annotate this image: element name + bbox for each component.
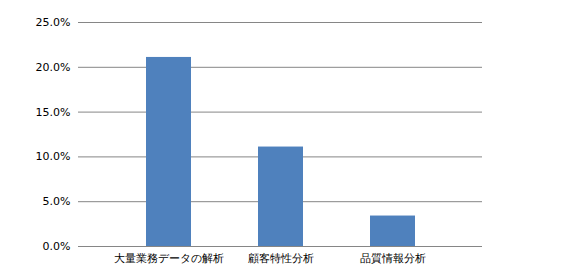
svg-text:5.0%: 5.0% xyxy=(43,195,71,208)
svg-text:0.0%: 0.0% xyxy=(43,240,71,253)
svg-text:15.0%: 15.0% xyxy=(36,106,71,119)
svg-text:大量業務データの解析: 大量業務データの解析 xyxy=(114,252,224,265)
svg-text:品質情報分析: 品質情報分析 xyxy=(360,252,426,265)
svg-text:20.0%: 20.0% xyxy=(36,61,71,74)
svg-text:25.0%: 25.0% xyxy=(36,16,71,29)
svg-text:10.0%: 10.0% xyxy=(36,150,71,163)
svg-text:顧客特性分析: 顧客特性分析 xyxy=(248,252,314,265)
